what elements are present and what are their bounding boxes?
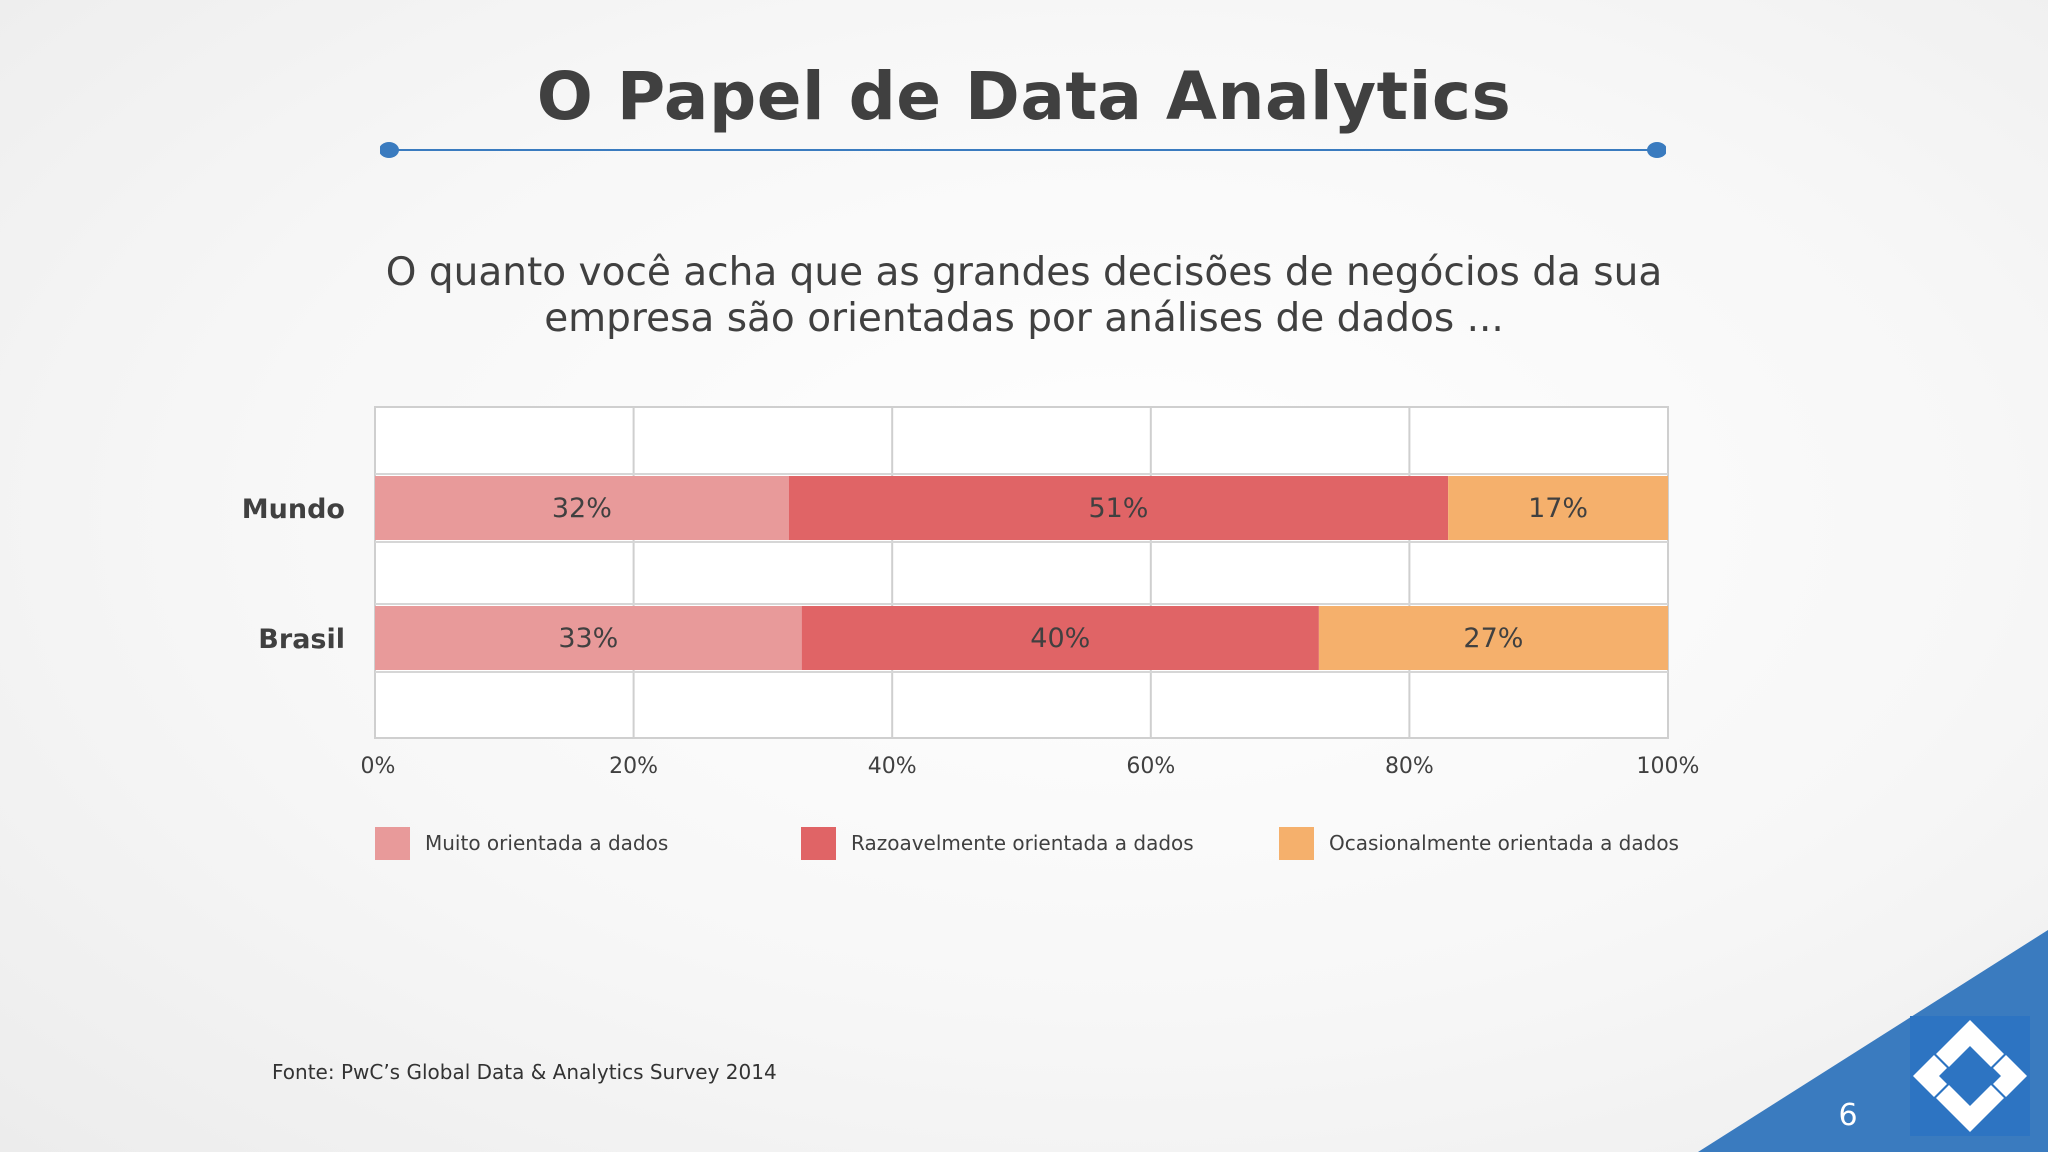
bar-data-label: 51% (1088, 493, 1148, 524)
legend-label: Muito orientada a dados (425, 831, 669, 855)
bar-segment (375, 476, 789, 540)
legend-label: Ocasionalmente orientada a dados (1329, 831, 1679, 855)
legend-label: Razoavelmente orientada a dados (851, 831, 1194, 855)
category-label: Brasil (258, 624, 345, 655)
legend-item: Muito orientada a dados (375, 826, 668, 860)
logo-icon (1913, 1020, 2027, 1132)
bar-segment (1448, 476, 1668, 540)
bar-data-label: 27% (1463, 623, 1523, 654)
category-label: Mundo (242, 494, 345, 525)
x-tick-label: 0% (361, 754, 396, 779)
bar-segment (788, 476, 1449, 540)
bar-segment (1318, 606, 1668, 670)
legend-item: Razoavelmente orientada a dados (801, 826, 1194, 860)
x-tick-label: 80% (1385, 754, 1434, 779)
slide-title: O Papel de Data Analytics (536, 58, 1512, 135)
bar-data-label: 40% (1030, 623, 1090, 654)
bar-segment (375, 606, 802, 670)
page-number: 6 (1838, 1098, 1858, 1133)
bar-data-label: 17% (1528, 493, 1588, 524)
survey-question: O quanto você acha que as grandes decisõ… (385, 250, 1663, 341)
legend-swatch (1279, 826, 1314, 860)
legend-swatch (375, 826, 410, 860)
bar-data-label: 32% (552, 493, 612, 524)
plot-area (374, 406, 1669, 739)
bar-segment (801, 606, 1319, 670)
x-tick-label: 60% (1126, 754, 1175, 779)
legend-swatch (801, 826, 836, 860)
bar-data-label: 33% (558, 623, 618, 654)
source-citation: Fonte: PwC’s Global Data & Analytics Sur… (272, 1060, 777, 1084)
legend-item: Ocasionalmente orientada a dados (1279, 826, 1679, 860)
x-tick-label: 20% (609, 754, 658, 779)
x-tick-label: 100% (1637, 754, 1700, 779)
title-divider (380, 142, 1666, 158)
x-tick-label: 40% (868, 754, 917, 779)
